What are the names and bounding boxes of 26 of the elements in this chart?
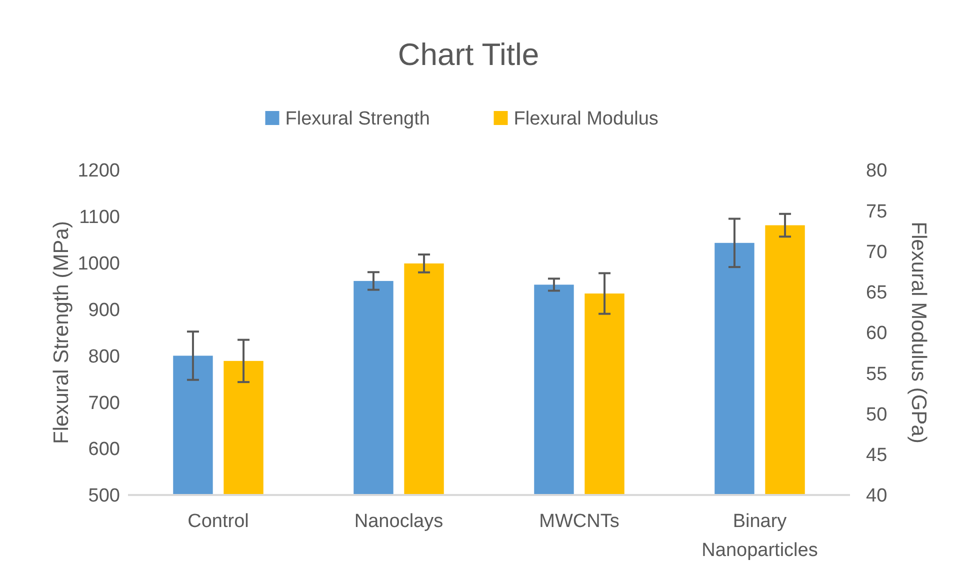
- y2-tick-label: 65: [866, 282, 888, 304]
- y-tick-label: 700: [88, 392, 120, 414]
- y2-tick-label: 55: [866, 364, 888, 385]
- y-axis-title: Flexural Strength (MPa): [50, 221, 73, 444]
- x-tick-label: MWCNTs: [539, 511, 620, 532]
- y-tick-label: 1200: [78, 160, 120, 182]
- y2-tick-label: 70: [866, 242, 888, 263]
- x-tick-label: Binary Nanoparticles: [702, 511, 818, 561]
- x-tick-label: Control: [188, 511, 249, 532]
- y2-tick-label: 60: [866, 323, 888, 344]
- y-tick-label: 1100: [79, 207, 120, 228]
- y-tick-label: 500: [88, 486, 120, 507]
- y2-tick-label: 80: [866, 160, 888, 182]
- legend-label: Flexural Strength: [285, 108, 430, 130]
- y2-tick-label: 75: [866, 201, 888, 222]
- legend-label: Flexural Modulus: [514, 108, 658, 130]
- y-tick-label: 1000: [78, 254, 120, 275]
- y2-tick-label: 40: [866, 486, 888, 507]
- chart-title: Chart Title: [398, 37, 540, 72]
- y2-tick-label: 45: [866, 445, 888, 466]
- y-tick-label: 600: [88, 439, 120, 460]
- x-tick-label: Nanoclays: [354, 511, 444, 532]
- y2-tick-label: 50: [866, 404, 888, 426]
- y-tick-label: 800: [88, 346, 120, 368]
- y2-axis-title: Flexural Modulus (GPa): [907, 222, 930, 444]
- y-tick-label: 900: [88, 300, 120, 321]
